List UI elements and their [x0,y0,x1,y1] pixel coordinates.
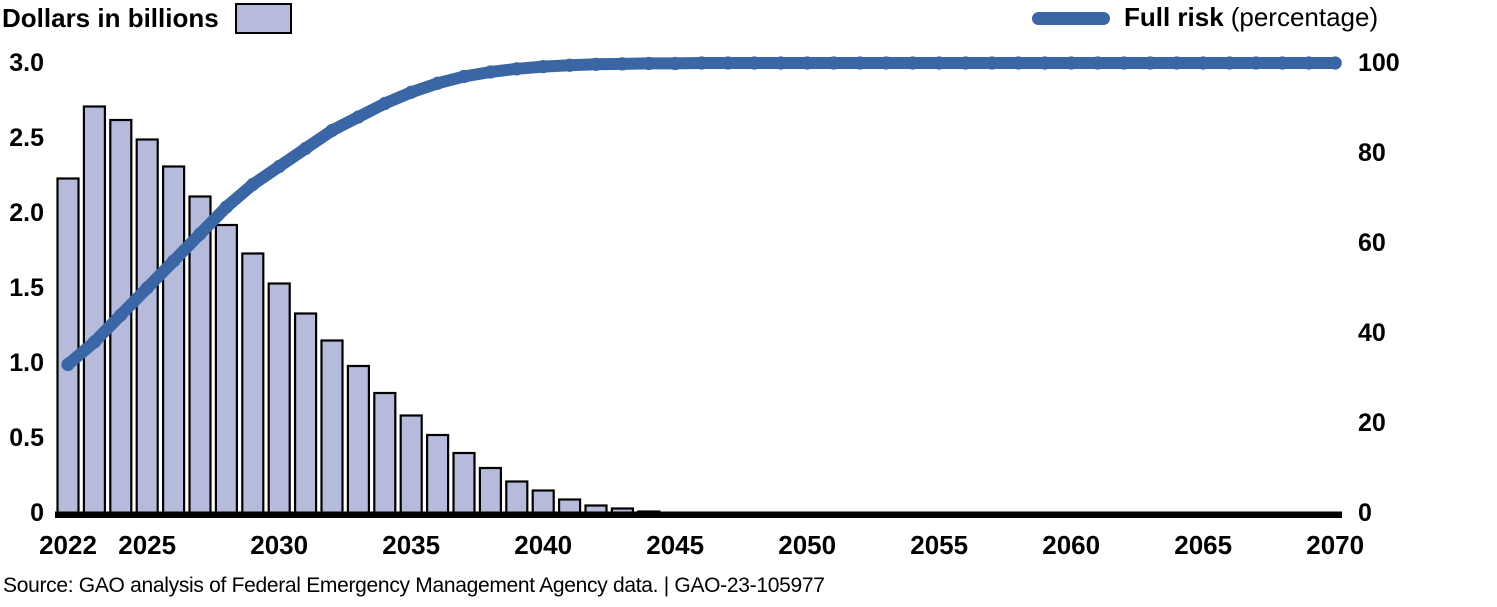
bar-2033 [346,364,370,515]
x-axis-tick-2070: 2070 [1306,530,1365,560]
bar-2037 [452,451,476,515]
left-axis-tick-3.0: 3.0 [9,49,44,77]
legend-line: Full risk (percentage) [1032,1,1378,33]
left-axis-tick-2.5: 2.5 [9,124,44,152]
legend-bars: Dollars in billions [2,1,292,35]
left-axis-tick-2.0: 2.0 [9,199,44,227]
bar-2038 [478,466,502,515]
bars-legend-swatch-icon [234,2,292,34]
x-axis-tick-2035: 2035 [382,530,441,560]
left-axis-tick-1.5: 1.5 [9,274,44,302]
bar-2028 [214,223,238,515]
bar-2030 [267,282,291,515]
right-axis-tick-40: 40 [1358,319,1386,347]
bar-2023 [82,105,107,515]
left-axis-tick-0.5: 0.5 [9,424,44,452]
bar-2040 [531,489,555,515]
bar-2035 [399,414,423,515]
right-axis-tick-0: 0 [1358,499,1372,527]
line-legend-sublabel: (percentage) [1230,2,1379,32]
x-axis-tick-2050: 2050 [778,530,837,560]
bar-2031 [294,312,318,515]
left-axis-tick-1.0: 1.0 [9,349,44,377]
bar-2036 [426,433,450,515]
right-axis-tick-100: 100 [1358,49,1400,77]
x-axis-tick-2025: 2025 [118,530,177,560]
full-risk-line [62,57,1342,371]
line-legend-label: Full risk [1124,2,1224,32]
x-axis-tick-2030: 2030 [250,530,309,560]
x-axis-tick-2060: 2060 [1042,530,1101,560]
bar-2034 [373,391,397,515]
bars-legend-label: Dollars in billions [2,3,219,33]
left-axis-tick-0: 0 [30,499,44,527]
bar-2026 [162,165,186,515]
right-axis-tick-80: 80 [1358,139,1386,167]
x-axis-tick-2065: 2065 [1174,530,1233,560]
x-axis-tick-2055: 2055 [910,530,969,560]
bar-2029 [241,252,265,515]
right-axis-tick-20: 20 [1358,409,1386,437]
bar-2022 [56,177,80,515]
x-axis-tick-2045: 2045 [646,530,705,560]
bar-2025 [135,138,159,515]
bar-2041 [557,498,582,515]
x-axis-tick-2022: 2022 [39,530,97,560]
x-axis-tick-2040: 2040 [514,530,573,560]
source-note: Source: GAO analysis of Federal Emergenc… [3,574,825,597]
line-legend-swatch-icon [1032,12,1110,25]
right-axis-tick-60: 60 [1358,229,1386,257]
bar-2039 [505,480,529,515]
x-axis-line [55,511,1342,518]
bar-2032 [320,339,344,515]
